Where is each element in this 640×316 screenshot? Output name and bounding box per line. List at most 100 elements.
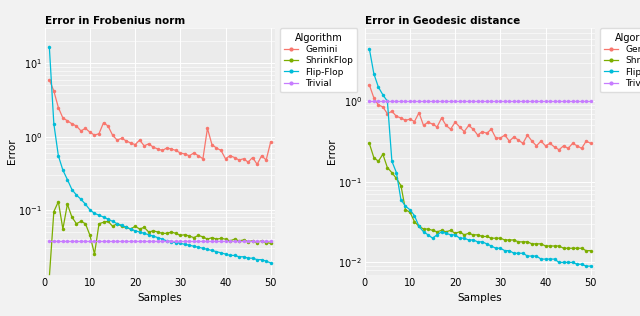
Gemini [262, 158, 270, 162]
Gemini [104, 124, 112, 128]
ShrinkFlop [465, 231, 472, 235]
Gemini [365, 83, 373, 87]
Trivial [524, 99, 531, 103]
Gemini [186, 154, 193, 158]
Gemini [411, 120, 419, 124]
Trivial [91, 239, 99, 243]
Flip-Flop [113, 222, 121, 226]
ShrinkFlop [159, 231, 166, 235]
ShrinkFlop [469, 233, 477, 237]
Trivial [546, 99, 554, 103]
Flip-Flop [253, 258, 261, 262]
Gemini [569, 142, 577, 145]
Legend: Gemini, ShrinkFlop, Flip-Flop, Trivial: Gemini, ShrinkFlop, Flip-Flop, Trivial [600, 28, 640, 93]
Flip-Flop [528, 254, 536, 258]
Trivial [370, 99, 378, 103]
Flip-Flop [109, 219, 116, 223]
ShrinkFlop [501, 238, 509, 242]
Flip-Flop [195, 245, 202, 249]
Trivial [447, 99, 454, 103]
Gemini [190, 151, 198, 155]
Trivial [149, 239, 157, 243]
Trivial [569, 99, 577, 103]
Gemini [86, 131, 94, 134]
Trivial [429, 99, 436, 103]
Gemini [258, 154, 266, 158]
ShrinkFlop [91, 252, 99, 256]
Gemini [63, 119, 71, 123]
Flip-Flop [411, 214, 419, 218]
ShrinkFlop [244, 240, 252, 244]
ShrinkFlop [483, 234, 491, 238]
Gemini [177, 151, 184, 155]
Gemini [474, 133, 481, 137]
Line: Flip-Flop: Flip-Flop [47, 45, 273, 264]
Gemini [451, 120, 459, 124]
ShrinkFlop [474, 233, 481, 237]
Flip-Flop [582, 264, 590, 268]
ShrinkFlop [140, 225, 148, 229]
ShrinkFlop [578, 246, 586, 250]
ShrinkFlop [212, 237, 220, 241]
Trivial [226, 239, 234, 243]
X-axis label: Samples: Samples [138, 293, 182, 303]
ShrinkFlop [262, 240, 270, 244]
Trivial [240, 239, 248, 243]
ShrinkFlop [190, 236, 198, 240]
ShrinkFlop [546, 244, 554, 248]
Gemini [50, 89, 58, 93]
ShrinkFlop [438, 228, 445, 232]
Flip-Flop [587, 264, 595, 268]
ShrinkFlop [199, 235, 207, 239]
Flip-Flop [226, 253, 234, 257]
ShrinkFlop [172, 231, 180, 235]
Flip-Flop [77, 198, 84, 201]
Flip-Flop [506, 249, 513, 252]
Flip-Flop [456, 236, 463, 240]
ShrinkFlop [221, 237, 229, 241]
Gemini [546, 142, 554, 145]
Trivial [483, 99, 491, 103]
Gemini [82, 126, 90, 130]
Gemini [433, 125, 441, 129]
Trivial [45, 239, 53, 243]
ShrinkFlop [113, 222, 121, 226]
ShrinkFlop [131, 224, 139, 228]
Flip-Flop [374, 85, 382, 89]
Trivial [77, 239, 84, 243]
Trivial [131, 239, 139, 243]
Trivial [127, 239, 134, 243]
ShrinkFlop [236, 239, 243, 243]
Flip-Flop [45, 45, 53, 48]
Trivial [50, 239, 58, 243]
Trivial [68, 239, 76, 243]
Trivial [177, 239, 184, 243]
ShrinkFlop [573, 246, 581, 250]
Trivial [168, 239, 175, 243]
ShrinkFlop [488, 236, 495, 240]
Gemini [72, 124, 80, 128]
ShrinkFlop [177, 234, 184, 237]
Flip-Flop [469, 238, 477, 242]
ShrinkFlop [429, 228, 436, 232]
ShrinkFlop [587, 249, 595, 252]
Gemini [163, 146, 171, 150]
Flip-Flop [519, 251, 527, 255]
Flip-Flop [91, 211, 99, 215]
Flip-Flop [163, 239, 171, 243]
ShrinkFlop [524, 240, 531, 244]
Trivial [415, 99, 423, 103]
Gemini [492, 136, 500, 140]
Gemini [118, 137, 125, 140]
Flip-Flop [406, 208, 414, 212]
Flip-Flop [145, 233, 152, 237]
Trivial [424, 99, 432, 103]
ShrinkFlop [86, 234, 94, 237]
ShrinkFlop [181, 233, 189, 237]
ShrinkFlop [392, 177, 400, 180]
Trivial [186, 239, 193, 243]
ShrinkFlop [515, 240, 522, 244]
Trivial [258, 239, 266, 243]
Flip-Flop [483, 242, 491, 246]
Gemini [226, 154, 234, 158]
